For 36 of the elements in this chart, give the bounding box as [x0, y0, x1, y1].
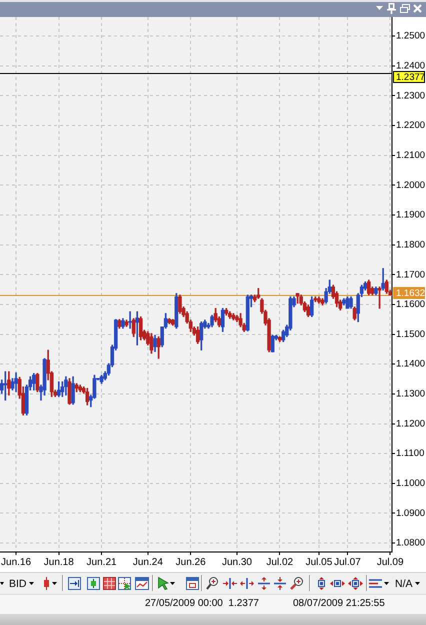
- y-tick-label: 1.1200: [396, 418, 426, 430]
- ref-line-label: 1.2377: [396, 72, 426, 84]
- candlestick: [128, 311, 132, 329]
- y-tick-label: 1.2300: [396, 90, 426, 102]
- candlestick: [378, 286, 382, 309]
- text: BID: [9, 578, 27, 590]
- x-tick-label: Jul.07: [334, 556, 362, 568]
- x-tick-label: Jun.16: [1, 556, 32, 568]
- x-tick-label: Jun.18: [44, 556, 74, 568]
- x-tick-label: Jun.26: [176, 556, 206, 568]
- y-tick-label: 1.1000: [396, 478, 426, 490]
- text: 08/07/2009 21:25:55: [293, 598, 385, 610]
- y-tick-label: 1.1300: [396, 388, 426, 400]
- x-tick-label: Jun.30: [222, 556, 252, 568]
- y-tick-label: 1.1500: [396, 328, 426, 340]
- y-tick-label: 1.0800: [396, 538, 426, 549]
- y-tick-label: 1.2500: [396, 30, 426, 42]
- x-tick-label: Jul.02: [266, 556, 294, 568]
- y-tick-label: 1.0900: [396, 508, 426, 519]
- y-tick-label: 1.2400: [396, 60, 426, 72]
- text: N/A: [395, 578, 413, 590]
- y-tick-label: 1.1700: [396, 269, 426, 280]
- y-tick-label: 1.2200: [396, 120, 426, 132]
- y-tick-label: 1.1800: [396, 239, 426, 250]
- x-tick-label: Jul.05: [306, 556, 333, 568]
- y-tick-label: 1.1900: [396, 210, 426, 221]
- x-tick-label: Jul.09: [376, 556, 404, 568]
- x-tick-label: Jun.24: [132, 556, 164, 568]
- y-tick-label: 1.2000: [396, 180, 426, 191]
- y-tick-label: 1.1600: [396, 299, 426, 310]
- y-tick-label: 1.1400: [396, 358, 426, 370]
- ref-line-label: 1.1632: [396, 288, 426, 300]
- x-tick-label: Jun.21: [86, 556, 118, 568]
- y-tick-label: 1.1100: [396, 448, 424, 460]
- text: 27/05/2009 00:00 1.2377: [145, 598, 259, 610]
- y-tick-label: 1.2100: [396, 150, 426, 161]
